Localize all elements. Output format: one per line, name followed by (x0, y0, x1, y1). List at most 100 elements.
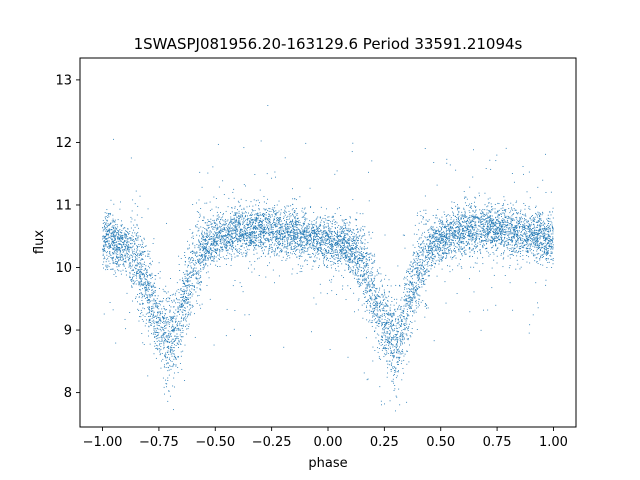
scatter-point (266, 240, 268, 242)
scatter-point (294, 237, 296, 239)
scatter-point (540, 218, 542, 220)
scatter-point (112, 230, 114, 232)
scatter-point (486, 230, 488, 232)
scatter-point (451, 257, 453, 259)
scatter-point (252, 231, 254, 233)
scatter-point (416, 288, 418, 290)
scatter-point (467, 218, 469, 220)
scatter-point (385, 305, 387, 307)
scatter-point (327, 246, 329, 248)
scatter-point (474, 217, 476, 219)
scatter-point (268, 232, 270, 234)
scatter-point (356, 251, 358, 253)
scatter-point (349, 261, 351, 263)
scatter-point (171, 327, 172, 329)
scatter-point (352, 199, 354, 201)
scatter-point (292, 240, 293, 242)
scatter-point (349, 216, 351, 218)
scatter-point (303, 238, 305, 240)
scatter-point (249, 335, 251, 336)
scatter-point (288, 214, 290, 216)
scatter-point (552, 217, 554, 219)
scatter-point (142, 285, 144, 287)
scatter-point (251, 236, 253, 238)
scatter-point (419, 272, 420, 274)
scatter-point (416, 271, 418, 273)
scatter-point (153, 299, 155, 301)
scatter-point (348, 256, 350, 257)
scatter-point (458, 224, 460, 226)
scatter-point (215, 264, 217, 266)
scatter-point (500, 234, 502, 236)
scatter-point (536, 215, 538, 217)
scatter-point (142, 265, 144, 267)
scatter-point (344, 241, 346, 243)
scatter-point (164, 315, 165, 317)
scatter-point (501, 241, 502, 243)
scatter-point (151, 323, 153, 325)
scatter-point (365, 337, 367, 339)
scatter-point (536, 229, 538, 231)
scatter-point (108, 248, 110, 250)
scatter-point (104, 243, 106, 245)
scatter-point (259, 233, 261, 235)
scatter-point (249, 215, 251, 216)
scatter-point (262, 242, 264, 244)
scatter-point (328, 236, 329, 238)
scatter-point (173, 315, 175, 317)
scatter-point (429, 236, 431, 238)
scatter-point (389, 360, 391, 362)
scatter-point (441, 216, 443, 218)
scatter-point (308, 227, 310, 229)
scatter-point (268, 233, 270, 234)
scatter-point (376, 347, 378, 349)
scatter-point (330, 244, 332, 245)
scatter-point (322, 230, 324, 232)
scatter-point (373, 301, 375, 303)
scatter-point (212, 233, 214, 235)
scatter-point (174, 321, 176, 323)
scatter-point (371, 254, 373, 256)
scatter-point (351, 151, 353, 153)
scatter-point (487, 225, 489, 227)
scatter-point (476, 245, 478, 247)
scatter-point (255, 216, 257, 218)
scatter-point (213, 221, 215, 223)
scatter-point (456, 229, 458, 231)
scatter-point (364, 256, 366, 258)
scatter-point (116, 244, 118, 246)
scatter-point (291, 253, 293, 255)
scatter-point (346, 241, 348, 243)
scatter-point (282, 236, 284, 238)
scatter-point (511, 244, 513, 246)
scatter-point (235, 226, 237, 228)
scatter-point (263, 214, 265, 216)
scatter-point (259, 220, 261, 222)
scatter-point (478, 218, 480, 220)
scatter-point (238, 235, 239, 237)
scatter-point (230, 248, 232, 250)
scatter-point (413, 293, 415, 295)
scatter-point (457, 241, 459, 243)
scatter-point (195, 276, 197, 278)
scatter-point (125, 244, 127, 245)
scatter-point (217, 244, 219, 246)
scatter-point (128, 250, 130, 252)
scatter-point (167, 352, 169, 354)
scatter-point (286, 237, 288, 239)
scatter-point (395, 318, 397, 320)
scatter-point (423, 281, 425, 283)
scatter-point (382, 304, 384, 306)
scatter-point (423, 284, 425, 285)
scatter-point (316, 228, 318, 230)
scatter-point (230, 254, 232, 256)
scatter-point (430, 265, 432, 267)
scatter-point (164, 309, 166, 311)
scatter-point (523, 240, 525, 242)
scatter-point (171, 355, 173, 357)
scatter-point (266, 232, 268, 234)
scatter-point (193, 273, 195, 275)
scatter-point (230, 235, 232, 237)
scatter-point (529, 250, 531, 252)
scatter-point (347, 356, 349, 358)
